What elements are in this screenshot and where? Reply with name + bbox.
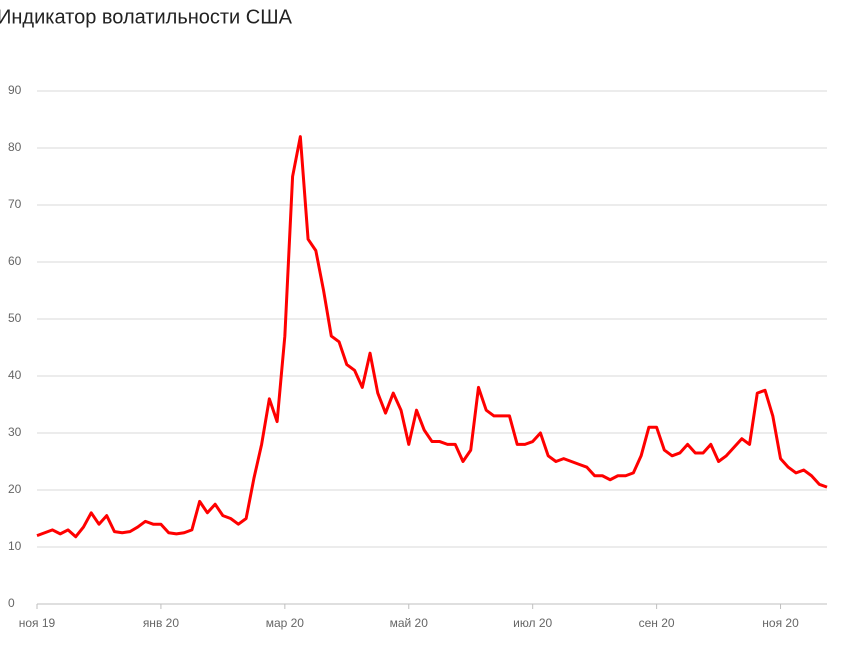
x-tick-label: сен 20 xyxy=(639,616,675,630)
line-series xyxy=(36,135,828,539)
y-tick-label: 70 xyxy=(8,197,22,211)
y-tick-label: 80 xyxy=(8,140,22,154)
y-tick-label: 0 xyxy=(8,596,15,610)
x-tick-label: янв 20 xyxy=(143,616,180,630)
y-tick-label: 90 xyxy=(8,83,22,97)
x-tick-label: ноя 19 xyxy=(19,616,56,630)
x-tick-label: мар 20 xyxy=(266,616,305,630)
y-tick-label: 10 xyxy=(8,539,22,553)
y-tick-label: 40 xyxy=(8,368,22,382)
y-tick-label: 20 xyxy=(8,482,22,496)
x-tick-label: май 20 xyxy=(390,616,429,630)
x-tick-label: июл 20 xyxy=(513,616,552,630)
chart-title: Индикатор волатильности США xyxy=(0,6,293,28)
y-tick-label: 50 xyxy=(8,311,22,325)
y-tick-label: 30 xyxy=(8,425,22,439)
y-tick-label: 60 xyxy=(8,254,22,268)
x-tick-label: ноя 20 xyxy=(762,616,799,630)
